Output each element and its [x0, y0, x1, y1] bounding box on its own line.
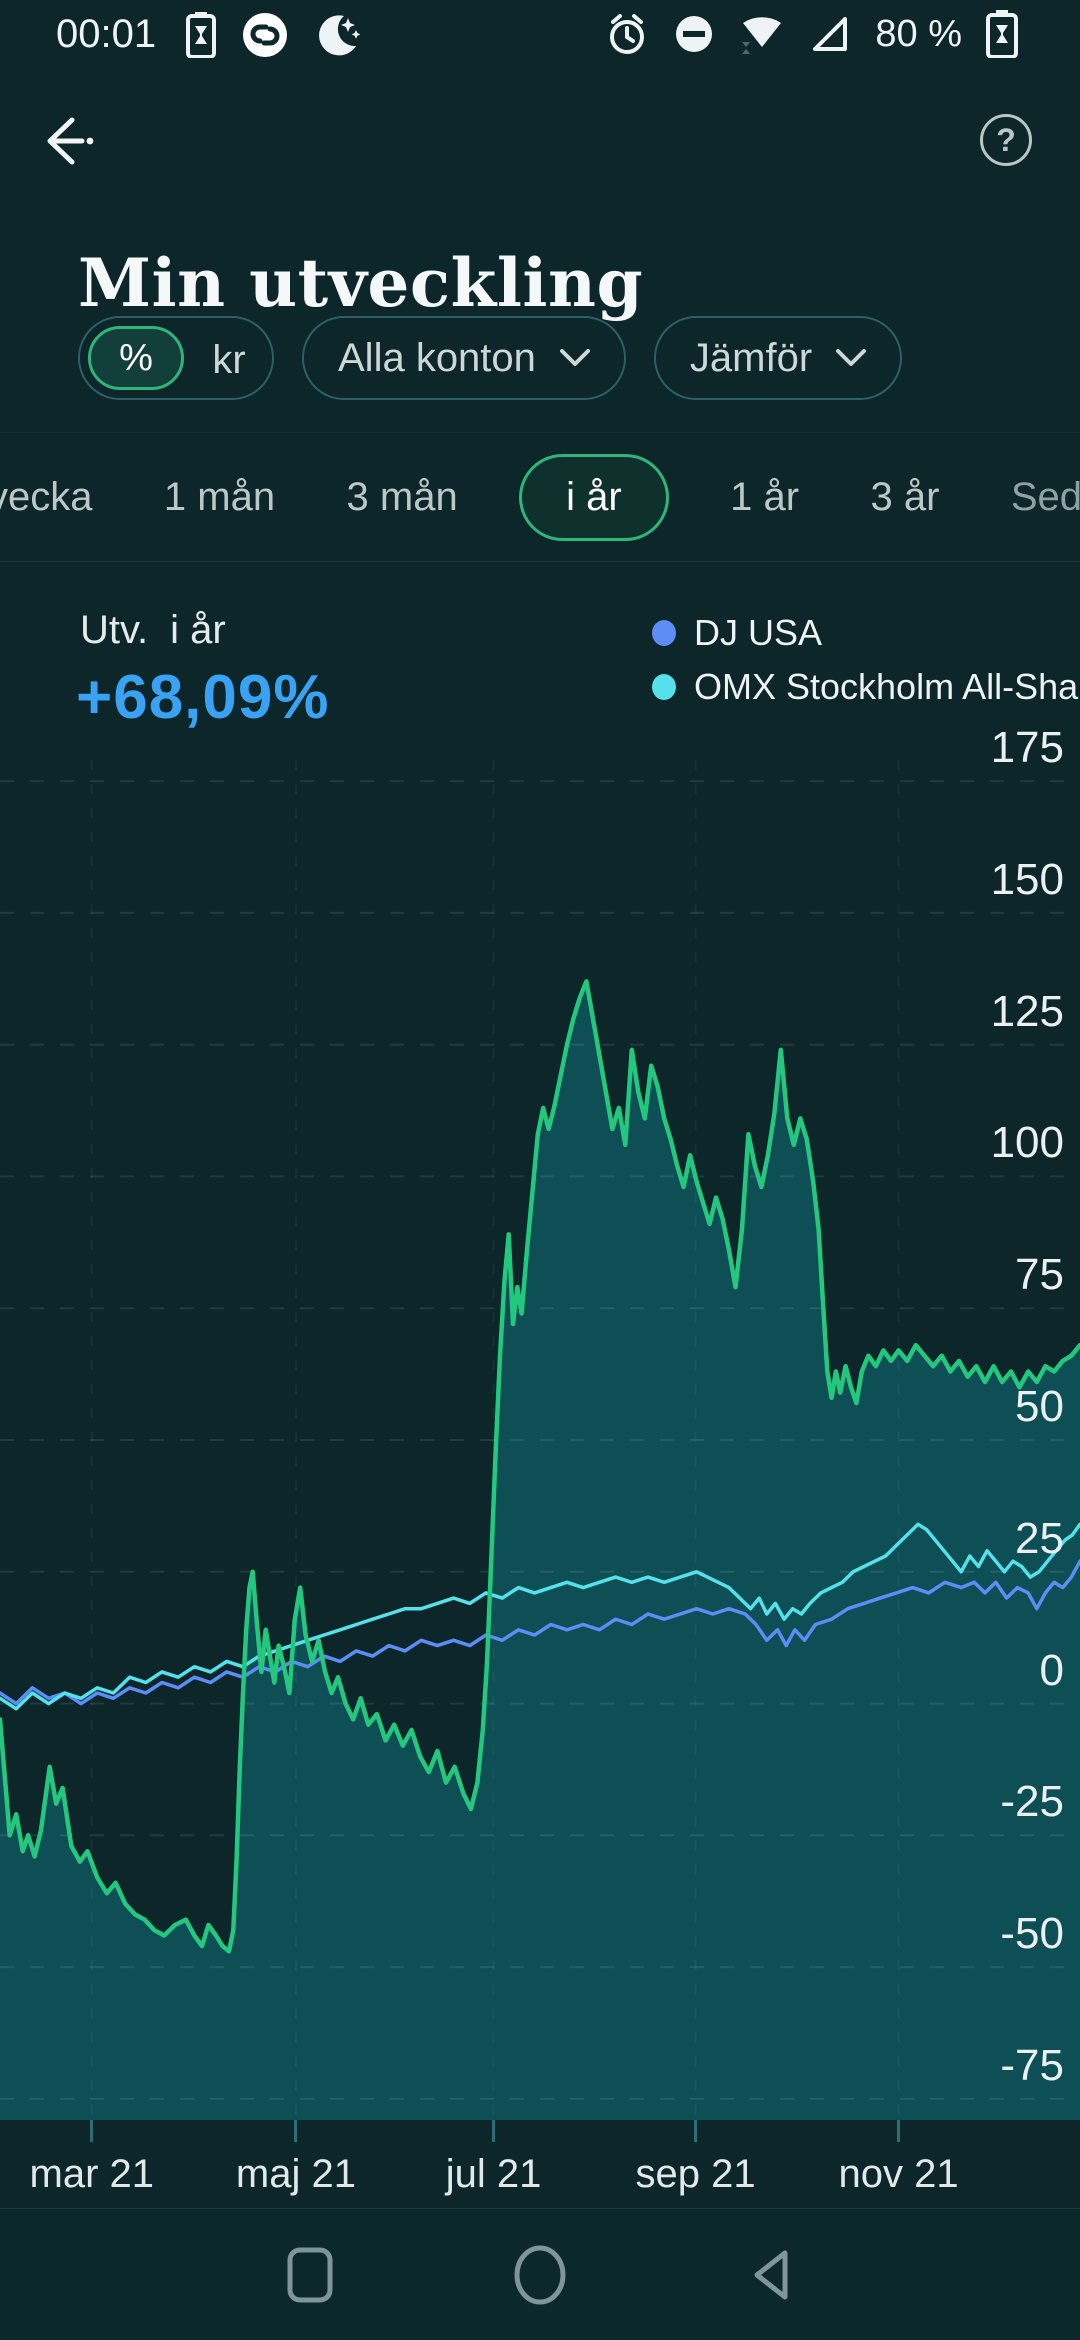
- y-axis-tick-label: 150: [990, 854, 1064, 904]
- accounts-dropdown-label: Alla konton: [338, 335, 536, 380]
- x-axis-tick: [294, 2120, 298, 2142]
- range-tab-Sed[interactable]: Sed: [1010, 474, 1080, 519]
- accounts-dropdown[interactable]: Alla konton: [302, 316, 626, 400]
- home-circle-icon: [514, 2245, 566, 2304]
- unit-option-kr[interactable]: kr: [212, 337, 246, 382]
- back-button[interactable]: [38, 110, 100, 172]
- wifi-icon: [742, 17, 782, 54]
- unit-toggle[interactable]: % kr: [78, 316, 274, 400]
- series-line-2: [0, 1522, 1080, 1711]
- range-tab-vecka[interactable]: vecka: [0, 474, 93, 519]
- legend-item: OMX Stockholm All-Sha...: [652, 666, 1080, 708]
- battery-percent-text: 80 %: [875, 12, 962, 55]
- y-axis-tick-label: 100: [990, 1118, 1064, 1168]
- filter-row: % kr Alla konton Jämför: [78, 316, 903, 400]
- home-button[interactable]: [508, 2243, 572, 2307]
- chevron-down-icon: [559, 349, 590, 366]
- back-arrow-icon: [47, 117, 94, 165]
- chart-legend: DJ USA OMX Stockholm All-Sha...: [652, 612, 1080, 708]
- y-axis-tick-label: 0: [1039, 1645, 1064, 1695]
- legend-dot-icon: [652, 674, 676, 700]
- y-axis-tick-label: 50: [1015, 1382, 1064, 1431]
- legend-dot-icon: [652, 620, 676, 646]
- battery-hourglass-icon: [986, 10, 1018, 58]
- x-axis-tick: [492, 2120, 496, 2142]
- legend-item: DJ USA: [652, 612, 1080, 654]
- range-tabs: vecka 1 mån 3 mån i år 1 år 3 år Sed: [0, 432, 1080, 562]
- performance-chart[interactable]: [0, 760, 1080, 2120]
- chevron-down-icon: [836, 349, 867, 366]
- summary-label-period: i år: [170, 608, 226, 652]
- x-axis-tick-label: sep 21: [635, 2152, 756, 2196]
- series-line-0: [0, 979, 1080, 1954]
- y-axis-tick-label: -75: [1000, 2040, 1064, 2090]
- x-axis-tick-label: nov 21: [838, 2152, 959, 2196]
- y-axis-tick-label: -25: [1000, 1777, 1064, 1827]
- cell-signal-icon: [813, 17, 848, 51]
- back-triangle-icon: [754, 2250, 788, 2299]
- range-tab-1-år[interactable]: 1 år: [730, 474, 800, 519]
- x-axis-tick: [90, 2120, 94, 2142]
- y-axis-tick-label: 125: [990, 986, 1064, 1036]
- recents-button[interactable]: [278, 2243, 342, 2307]
- range-tab-3-mån[interactable]: 3 mån: [346, 474, 458, 519]
- page-title: Min utveckling: [78, 244, 644, 323]
- performance-value: +68,09%: [76, 663, 330, 732]
- shazam-icon: [243, 13, 287, 57]
- android-nav-bar: [0, 2209, 1080, 2340]
- portfolio-area-fill: [0, 981, 1080, 2120]
- range-tab-3-år[interactable]: 3 år: [870, 474, 940, 519]
- legend-series-name: OMX Stockholm All-Sha...: [694, 666, 1080, 707]
- question-mark-icon: ?: [996, 121, 1016, 158]
- y-axis-tick-label: -50: [1000, 1909, 1064, 1959]
- x-axis-tick: [694, 2120, 698, 2142]
- battery-hourglass-icon: [186, 12, 216, 58]
- y-axis-tick-label: 25: [1015, 1513, 1064, 1563]
- alarm-icon: [610, 14, 645, 54]
- x-axis-tick-label: jul 21: [445, 2152, 542, 2196]
- y-axis-tick-label: 175: [990, 723, 1064, 773]
- x-axis-tick-label: mar 21: [29, 2152, 155, 2196]
- status-bar: 00:01 80 %: [0, 0, 1080, 66]
- range-tab-1-mån[interactable]: 1 mån: [163, 474, 276, 519]
- legend-series-name: DJ USA: [694, 612, 823, 653]
- x-axis-tick: [897, 2120, 901, 2142]
- range-tab-i-år[interactable]: i år: [519, 453, 669, 541]
- summary-label: Utv. i år: [80, 608, 226, 653]
- compare-dropdown-label: Jämför: [689, 335, 813, 380]
- clock-text: 00:01: [56, 12, 157, 56]
- status-icons-right: 80 %: [605, 10, 1018, 58]
- recents-square-icon: [287, 2247, 333, 2302]
- bedtime-moon-icon: [319, 15, 360, 56]
- y-axis-tick-label: 75: [1015, 1250, 1064, 1300]
- nav-back-button[interactable]: [738, 2243, 802, 2307]
- compare-dropdown[interactable]: Jämför: [653, 316, 903, 400]
- do-not-disturb-icon: [676, 16, 713, 52]
- x-axis-tick-label: maj 21: [235, 2152, 356, 2196]
- help-button[interactable]: ?: [980, 114, 1032, 166]
- summary-label-prefix: Utv.: [80, 608, 149, 652]
- status-icons-left: [186, 12, 360, 58]
- series-line-1: [0, 1559, 1080, 1706]
- bottom-divider: [0, 2208, 1080, 2209]
- unit-option-percent[interactable]: %: [88, 326, 184, 390]
